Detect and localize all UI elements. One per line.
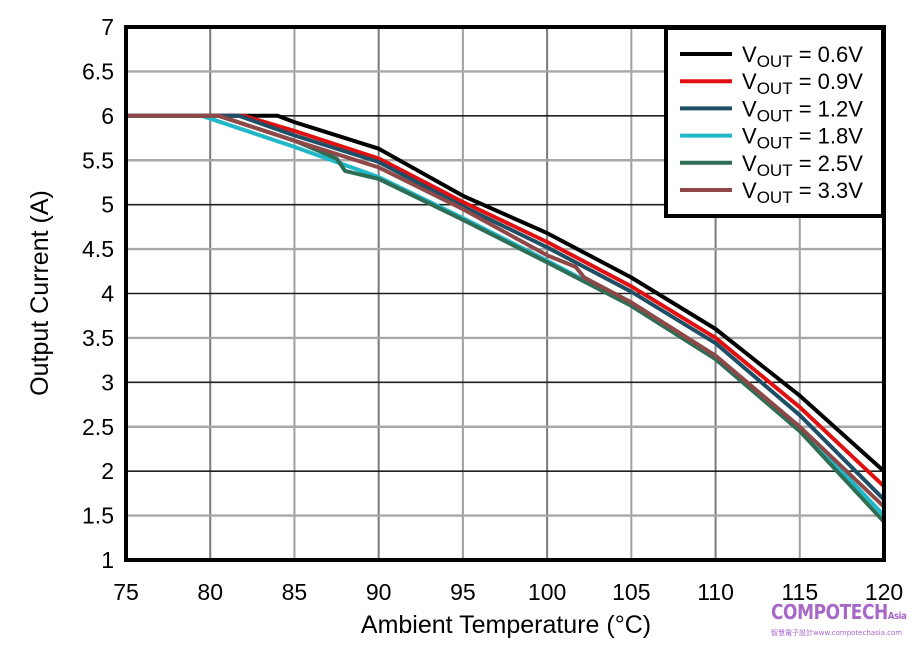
y-axis-title: Output Current (A) xyxy=(26,190,54,396)
legend-entry: VOUT = 1.2V xyxy=(742,96,863,125)
y-tick-label: 1 xyxy=(101,547,114,573)
y-tick-label: 2.5 xyxy=(82,414,114,440)
watermark-brand-suffix: Asia xyxy=(887,611,907,622)
legend-box xyxy=(664,26,885,218)
y-tick-label: 4 xyxy=(101,281,114,307)
x-tick-label: 75 xyxy=(113,579,139,605)
legend-entry: VOUT = 0.9V xyxy=(742,69,863,98)
y-tick-label: 7 xyxy=(101,14,114,40)
y-tick-label: 3.5 xyxy=(82,325,114,351)
legend-entry: VOUT = 0.6V xyxy=(742,42,863,71)
y-tick-label: 3 xyxy=(101,369,114,395)
x-tick-label: 80 xyxy=(197,579,223,605)
plot-frame xyxy=(124,25,886,562)
y-tick-label: 6 xyxy=(101,103,114,129)
y-tick-label: 1.5 xyxy=(82,503,114,529)
series-line xyxy=(126,113,886,488)
x-tick-label: 105 xyxy=(612,579,650,605)
y-tick-label: 5 xyxy=(101,192,114,218)
y-tick-label: 4.5 xyxy=(82,236,114,262)
x-tick-label: 95 xyxy=(450,579,476,605)
y-tick-label: 6.5 xyxy=(82,58,114,84)
x-tick-label: 110 xyxy=(697,579,734,605)
watermark-brand: COMPOTECHAsia xyxy=(771,600,907,628)
x-tick-label: 115 xyxy=(781,579,818,605)
y-tick-label: 2 xyxy=(101,458,114,484)
series-line xyxy=(126,113,886,473)
legend-entry: VOUT = 3.3V xyxy=(742,178,863,207)
x-tick-label: 120 xyxy=(865,579,903,605)
x-tick-label: 90 xyxy=(366,579,392,605)
x-axis-title: Ambient Temperature (°C) xyxy=(361,611,651,639)
watermark-brand-text: COMPOTECH xyxy=(771,600,888,624)
watermark-logo: COMPOTECHAsia 智慧電子設計www.compotechasia.co… xyxy=(771,601,911,638)
x-tick-label: 100 xyxy=(528,579,566,605)
y-tick-labels: 1 1.5 2 2.5 3 3.5 4 4.5 5 5.5 6 6.5 7 xyxy=(82,14,114,573)
x-tick-labels: 75 80 85 90 95 100 105 110 115 120 xyxy=(113,579,903,605)
legend-entry: VOUT = 1.8V xyxy=(742,124,863,153)
watermark-tagline: 智慧電子設計www.compotechasia.com xyxy=(771,629,903,637)
y-tick-label: 5.5 xyxy=(82,147,114,173)
series-lines xyxy=(126,113,886,524)
legend-entry: VOUT = 2.5V xyxy=(742,151,863,180)
x-tick-label: 85 xyxy=(282,579,308,605)
series-line xyxy=(126,113,886,509)
series-line xyxy=(126,113,886,502)
